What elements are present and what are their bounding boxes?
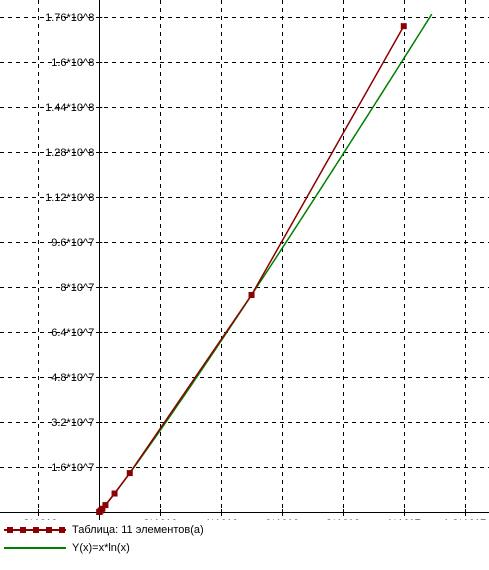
legend-entry-table: Таблица: 11 элементов(a) [4, 522, 204, 538]
series-line-table [98, 25, 405, 513]
x-tick-label: 1*10^7 [387, 518, 421, 520]
series-layer [96, 13, 433, 515]
x-tick-label: 4*10^6 [204, 518, 238, 520]
y-tick-label: 1.6*10^7 [51, 462, 94, 474]
legend-entry-function: Y(x)=x*ln(x) [4, 540, 130, 556]
x-tick-label: 8*10^6 [326, 518, 360, 520]
x-tick-label: 6*10^6 [265, 518, 299, 520]
chart-plot: 1.6*10^7 3.2*10^7 4.8*10^7 6.4*10^7 8*10^7 9.… [0, 0, 489, 520]
axes [0, 0, 489, 520]
x-tick-label: -2*10^6 [20, 518, 58, 520]
legend: Таблица: 11 элементов(a) Y(x)=x*ln(x) [0, 520, 489, 570]
x-tick-label: 1.2*10^7 [443, 518, 486, 520]
legend-label-table: Таблица: 11 элементов(a) [72, 524, 204, 536]
y-tick-label: 6.4*10^7 [51, 327, 94, 339]
y-tick-label: 9.6*10^7 [51, 237, 94, 249]
y-tick-labels: 1.6*10^7 3.2*10^7 4.8*10^7 6.4*10^7 8*10^7 9.… [45, 12, 94, 474]
series-point-table [248, 292, 255, 299]
y-tick-label: 1.28*10^8 [45, 147, 94, 159]
y-tick-label: 3.2*10^7 [51, 417, 94, 429]
y-tick-label: 8*10^7 [60, 282, 94, 294]
series-line-function [98, 13, 433, 513]
grid-lines [0, 0, 489, 520]
legend-swatch-table [4, 527, 66, 533]
x-tick-labels: -2*10^6 2*10^6 4*10^6 6*10^6 8*10^6 1*10^7 1.2… [20, 518, 487, 520]
y-tick-label: 1.6*10^8 [51, 57, 94, 69]
legend-label-function: Y(x)=x*ln(x) [72, 542, 130, 554]
legend-swatch-function [4, 547, 66, 549]
series-point-table [111, 490, 118, 497]
y-tick-label: 4.8*10^7 [51, 372, 94, 384]
series-point-table [102, 502, 109, 509]
series-point-table [126, 470, 133, 477]
series-point-table [400, 23, 407, 30]
y-tick-label: 1.44*10^8 [45, 102, 94, 114]
y-tick-label: 1.76*10^8 [45, 12, 94, 24]
series-point-table [99, 505, 106, 512]
x-tick-label: 2*10^6 [143, 518, 177, 520]
y-tick-label: 1.12*10^8 [45, 192, 94, 204]
